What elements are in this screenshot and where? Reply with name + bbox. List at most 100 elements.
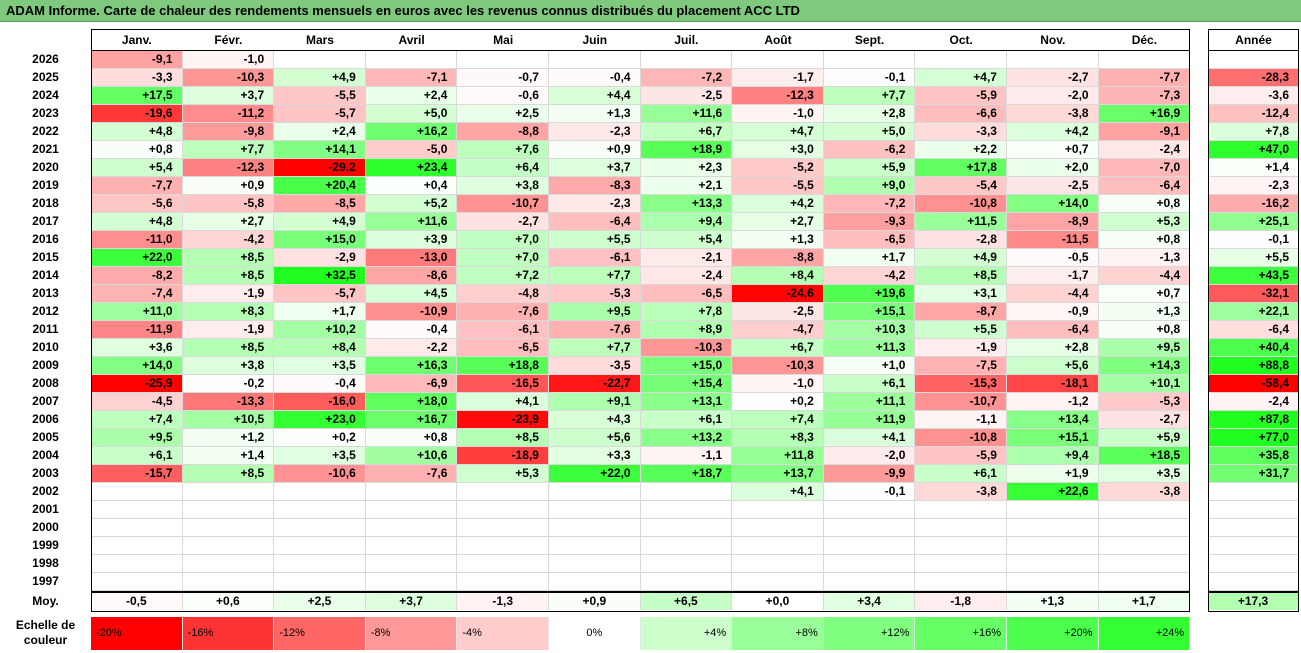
- year-label: 2018: [32, 196, 59, 210]
- heatmap-cell: +13,3: [640, 195, 733, 213]
- color-scale-stop: +20%: [1007, 617, 1099, 650]
- heatmap-cell: -10,9: [365, 303, 458, 321]
- heatmap-cell: -2,1: [640, 249, 733, 267]
- heatmap-cell: -2,8: [915, 231, 1007, 249]
- heatmap-cell: +5,2: [365, 195, 458, 213]
- heatmap-cell: -13,3: [182, 393, 275, 411]
- heatmap-cell: +5,3: [1098, 213, 1191, 231]
- heatmap-cell: -29,2: [274, 159, 366, 177]
- heatmap-cell: +22,6: [1007, 483, 1099, 501]
- heatmap-cell: +9,0: [823, 177, 916, 195]
- heatmap-cell: -5,7: [274, 285, 366, 303]
- heatmap-cell: -0,4: [274, 375, 366, 393]
- heatmap-cell: -7,3: [1098, 87, 1191, 105]
- heatmap-cell: -4,4: [1098, 267, 1191, 285]
- heatmap-cell: +10,2: [274, 321, 366, 339]
- heatmap-cell: +3,7: [182, 87, 275, 105]
- heatmap-cell: [91, 519, 183, 537]
- heatmap-cell: +10,1: [1098, 375, 1191, 393]
- heatmap-cell: +0,8: [1098, 195, 1191, 213]
- annual-cell: +7,8: [1208, 123, 1299, 141]
- heatmap-cell: +11,1: [823, 393, 916, 411]
- year-label: 2015: [32, 250, 59, 264]
- heatmap-cell: [91, 537, 183, 555]
- heatmap-cell: +2,3: [640, 159, 733, 177]
- heatmap-cell: +5,6: [1007, 357, 1099, 375]
- heatmap-cell: -6,5: [640, 285, 733, 303]
- heatmap-cell: [182, 537, 275, 555]
- heatmap-cell: +17,5: [91, 87, 183, 105]
- heatmap-cell: +1,9: [1007, 465, 1099, 483]
- heatmap-cell: -5,4: [915, 177, 1007, 195]
- heatmap-cell: -10,7: [915, 393, 1007, 411]
- heatmap-cell: [1007, 519, 1099, 537]
- annual-cell: [1208, 573, 1299, 591]
- heatmap-cell: +3,8: [457, 177, 549, 195]
- heatmap-cell: [182, 573, 275, 591]
- heatmap-cell: +0,9: [182, 177, 275, 195]
- color-scale-stop: -20%: [91, 617, 183, 650]
- heatmap-cell: -7,2: [640, 69, 733, 87]
- heatmap-cell: -2,7: [1007, 69, 1099, 87]
- color-scale-stop: +16%: [915, 617, 1007, 650]
- heatmap-cell: -19,6: [91, 105, 183, 123]
- heatmap-cell: -5,5: [732, 177, 824, 195]
- heatmap-cell: +15,0: [274, 231, 366, 249]
- heatmap-cell: -8,8: [457, 123, 549, 141]
- heatmap-cell: [182, 483, 275, 501]
- heatmap-cell: -9,9: [823, 465, 916, 483]
- heatmap-cell: -5,3: [549, 285, 641, 303]
- heatmap-cell: +11,0: [91, 303, 183, 321]
- heatmap-cell: +4,9: [274, 213, 366, 231]
- heatmap-cell: +6,1: [915, 465, 1007, 483]
- heatmap-cell: -11,5: [1007, 231, 1099, 249]
- heatmap-cell: -10,8: [915, 429, 1007, 447]
- average-cell: -1,8: [915, 593, 1007, 610]
- annual-cell: -3,6: [1208, 87, 1299, 105]
- year-label: 2025: [32, 70, 59, 84]
- heatmap-cell: -7,5: [915, 357, 1007, 375]
- heatmap-cell: [823, 555, 916, 573]
- heatmap-cell: -1,3: [1098, 249, 1191, 267]
- heatmap-cell: [549, 555, 641, 573]
- heatmap-cell: +8,5: [182, 249, 275, 267]
- year-label: 2021: [32, 142, 59, 156]
- heatmap-cell: +0,2: [732, 393, 824, 411]
- heatmap-cell: [640, 519, 733, 537]
- heatmap-cell: -8,2: [91, 267, 183, 285]
- heatmap-cell: [365, 51, 458, 69]
- year-label: 1997: [32, 574, 59, 588]
- heatmap-cell: +0,4: [365, 177, 458, 195]
- heatmap-cell: [1007, 555, 1099, 573]
- heatmap-cell: +6,7: [732, 339, 824, 357]
- year-label: 2014: [32, 268, 59, 282]
- heatmap-cell: +0,8: [1098, 321, 1191, 339]
- heatmap-cell: [457, 483, 549, 501]
- annual-cell: +5,5: [1208, 249, 1299, 267]
- heatmap-cell: -3,8: [1007, 105, 1099, 123]
- heatmap-cell: +6,1: [91, 447, 183, 465]
- heatmap-cell: -1,9: [915, 339, 1007, 357]
- heatmap-cell: -4,8: [457, 285, 549, 303]
- heatmap-cell: -1,9: [182, 285, 275, 303]
- heatmap-cell: [732, 555, 824, 573]
- heatmap-cell: +2,5: [457, 105, 549, 123]
- heatmap-cell: +14,0: [1007, 195, 1099, 213]
- year-label: 2024: [32, 88, 59, 102]
- heatmap-cell: [365, 537, 458, 555]
- year-label: 2022: [32, 124, 59, 138]
- heatmap-cell: +11,6: [640, 105, 733, 123]
- heatmap-cell: +8,4: [732, 267, 824, 285]
- heatmap-cell: -2,4: [1098, 141, 1191, 159]
- heatmap-cell: -6,4: [549, 213, 641, 231]
- heatmap-cell: [274, 483, 366, 501]
- heatmap-cell: -7,7: [91, 177, 183, 195]
- heatmap-cell: [457, 519, 549, 537]
- heatmap-cell: +0,2: [274, 429, 366, 447]
- heatmap-cell: [915, 519, 1007, 537]
- annual-cell: -16,2: [1208, 195, 1299, 213]
- heatmap-cell: +11,3: [823, 339, 916, 357]
- heatmap-cell: +2,7: [182, 213, 275, 231]
- heatmap-cell: +7,7: [549, 339, 641, 357]
- month-header: Mars: [305, 33, 334, 47]
